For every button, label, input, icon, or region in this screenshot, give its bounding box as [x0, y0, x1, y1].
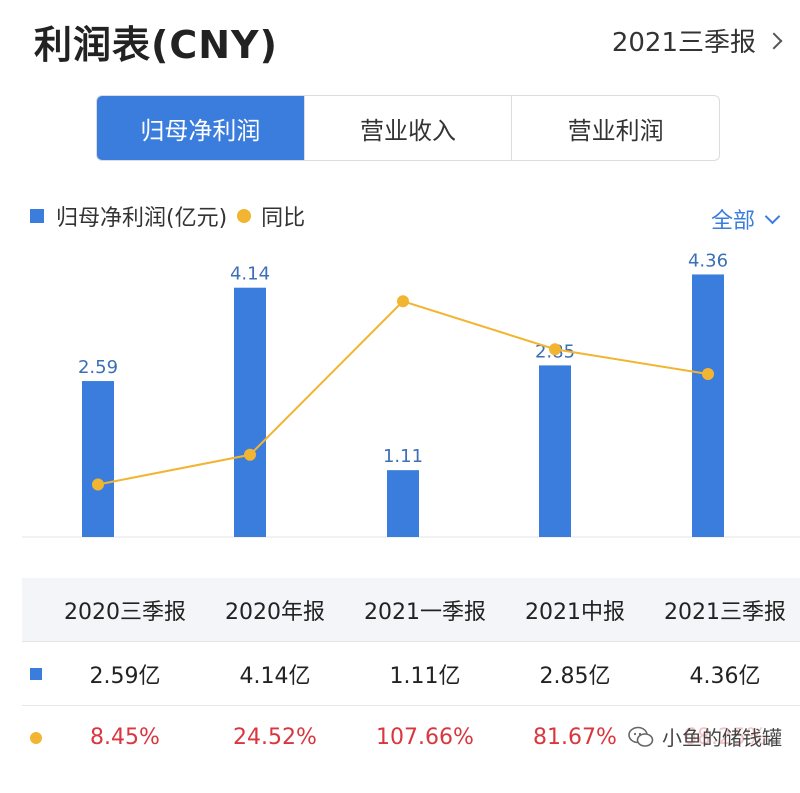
- table-cell: 8.45%: [90, 725, 160, 750]
- table-header-row: 2020三季报 2020年报 2021一季报 2021中报 2021三季报: [22, 578, 800, 642]
- table-row-yoy: 8.45% 24.52% 107.66% 81.67% 68.25%: [22, 706, 800, 769]
- profit-chart: 2.594.141.112.854.36: [22, 250, 800, 538]
- line-marker-icon: [30, 731, 42, 744]
- bar-legend-icon: [30, 209, 44, 223]
- bar: [82, 381, 114, 537]
- bar-legend-label: 归母净利润(亿元): [56, 206, 228, 231]
- yoy-point: [549, 343, 561, 356]
- watermark: 小鱼的储钱罐: [624, 720, 786, 753]
- table-cell: 4.36亿: [689, 663, 761, 689]
- watermark-text: 小鱼的储钱罐: [662, 726, 782, 750]
- table-header-cell: 2020三季报: [64, 599, 186, 625]
- table-header-cell: 2021一季报: [364, 599, 486, 625]
- bar-marker-icon: [30, 667, 42, 680]
- all-filter-dropdown[interactable]: 全部: [710, 203, 781, 235]
- table-cell: 2.59亿: [89, 663, 161, 689]
- chevron-down-icon: [764, 208, 781, 224]
- tab-revenue[interactable]: 营业收入: [305, 96, 513, 160]
- table-header-cell: 2020年报: [225, 599, 325, 625]
- table-cell: 107.66%: [376, 725, 474, 750]
- page-title: 利润表(CNY): [34, 23, 278, 67]
- wechat-icon: [628, 726, 654, 747]
- yoy-point: [702, 368, 714, 381]
- tab-net-profit[interactable]: 归母净利润: [97, 96, 305, 160]
- table-row-profit: 2.59亿 4.14亿 1.11亿 2.85亿 4.36亿: [22, 642, 800, 706]
- table-cell: 81.67%: [533, 725, 617, 750]
- line-legend-icon: [237, 209, 252, 223]
- data-table: 2020三季报 2020年报 2021一季报 2021中报 2021三季报 2.…: [22, 578, 800, 768]
- period-selector[interactable]: 2021三季报: [611, 22, 783, 59]
- table-cell: 24.52%: [233, 725, 317, 750]
- table-cell: 4.14亿: [239, 663, 311, 689]
- bar-data-label: 4.14: [230, 264, 270, 285]
- yoy-point: [92, 478, 104, 491]
- tab-operating-profit[interactable]: 营业利润: [567, 116, 664, 145]
- table-cell: 1.11亿: [389, 663, 461, 689]
- table-header-cell: 2021中报: [525, 599, 625, 625]
- chevron-right-icon: [765, 32, 783, 49]
- table-header-cell: 2021三季报: [664, 599, 786, 625]
- all-filter-label: 全部: [710, 209, 755, 234]
- table-cell: 2.85亿: [539, 663, 611, 689]
- bar-data-label: 4.36: [688, 250, 728, 271]
- bar: [692, 274, 724, 537]
- bar-data-label: 2.59: [78, 357, 118, 378]
- bar: [539, 365, 571, 537]
- bar: [234, 287, 266, 537]
- yoy-point: [397, 295, 409, 308]
- period-label: 2021三季报: [611, 28, 756, 58]
- page-header: 利润表(CNY) 2021三季报: [0, 0, 800, 85]
- yoy-point: [244, 448, 256, 461]
- metric-tabs: 归母净利润 营业收入 营业利润: [96, 95, 720, 161]
- line-legend-label: 同比: [261, 206, 306, 231]
- bar-data-label: 1.11: [383, 446, 423, 467]
- chart-legend: 归母净利润(亿元) 同比: [30, 200, 305, 232]
- bar: [387, 470, 419, 537]
